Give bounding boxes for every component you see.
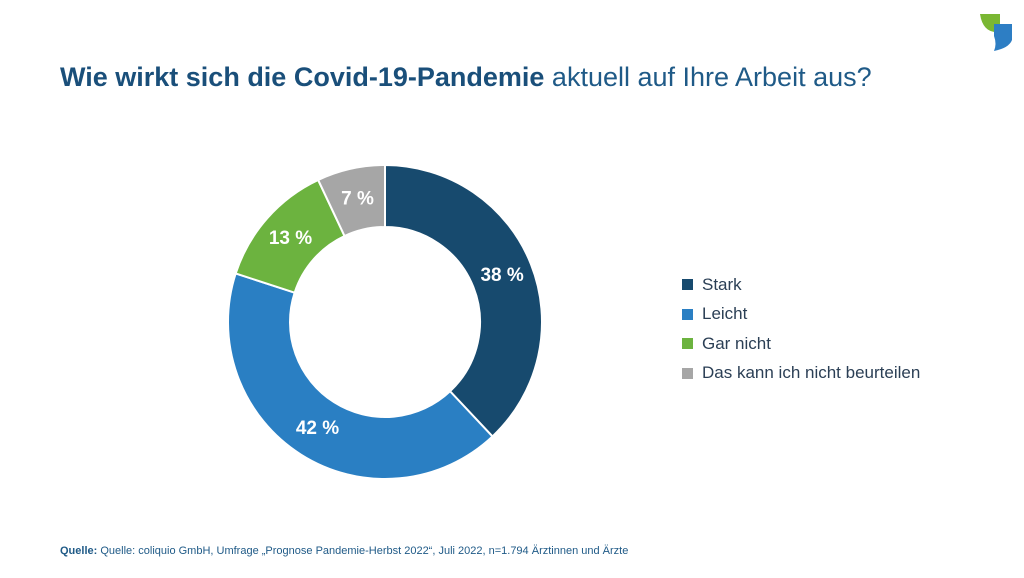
donut-slice-4 bbox=[316, 163, 386, 238]
legend-label: Gar nicht bbox=[702, 333, 771, 353]
source-note: Quelle: Quelle: coliquio GmbH, Umfrage „… bbox=[60, 545, 628, 557]
legend-label: Stark bbox=[702, 274, 742, 294]
leaf-logo-icon bbox=[980, 14, 1012, 51]
legend-swatch bbox=[682, 308, 693, 320]
source-label: Quelle: bbox=[60, 545, 98, 557]
donut-slice-2 bbox=[227, 272, 494, 480]
legend-swatch bbox=[682, 367, 693, 379]
legend-label: Das kann ich nicht beurteilen bbox=[702, 363, 921, 383]
donut-slice-1 bbox=[384, 163, 543, 438]
slice-label-2: 42 % bbox=[296, 418, 339, 439]
donut-chart: 38 % 42 % 13 % 7 % bbox=[227, 163, 543, 480]
chart-title-bold: Wie wirkt sich die Covid-19-Pandemie bbox=[60, 62, 545, 92]
slice-label-3: 13 % bbox=[269, 228, 312, 249]
legend-item: Leicht bbox=[682, 300, 920, 330]
chart-legend: Stark Leicht Gar nicht Das kann ich nicht b… bbox=[682, 270, 920, 388]
legend-label: Leicht bbox=[702, 304, 748, 324]
legend-item: Stark bbox=[682, 270, 920, 300]
logo-blue-leaf bbox=[994, 24, 1012, 51]
slice-label-1: 38 % bbox=[480, 265, 523, 286]
legend-swatch bbox=[682, 338, 693, 350]
legend-item: Das kann ich nicht beurteilen bbox=[682, 359, 920, 389]
legend-item: Gar nicht bbox=[682, 329, 920, 359]
slice-label-4: 7 % bbox=[341, 189, 374, 210]
chart-title-regular: aktuell auf Ihre Arbeit aus? bbox=[551, 62, 872, 92]
legend-swatch bbox=[682, 279, 693, 291]
source-text: Quelle: coliquio GmbH, Umfrage „Prognose… bbox=[100, 545, 629, 557]
chart-title: Wie wirkt sich die Covid-19-Pandemie akt… bbox=[60, 62, 872, 93]
